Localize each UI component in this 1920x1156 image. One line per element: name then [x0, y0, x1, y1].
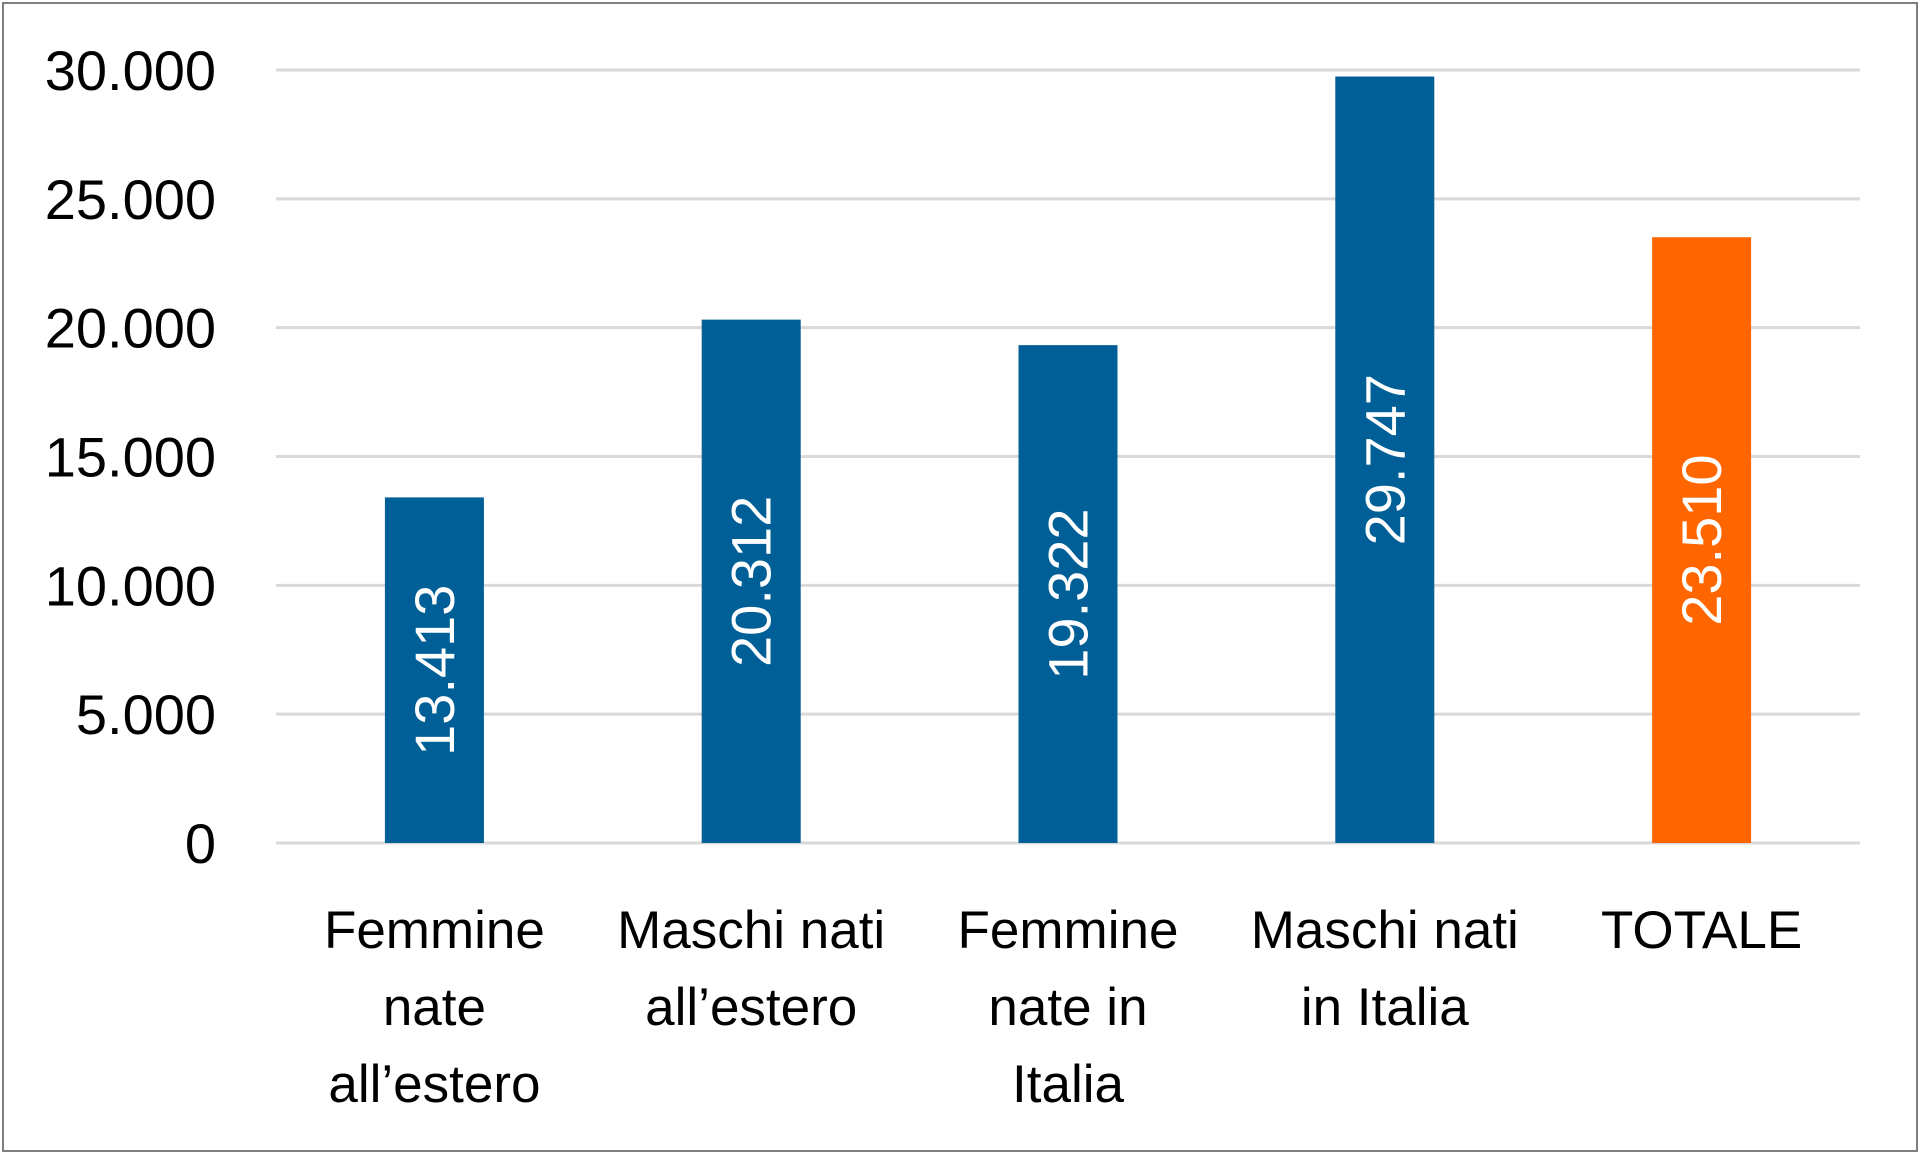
x-tick-label: Maschi nati all’estero	[617, 901, 885, 1037]
data-labels: 13.413 20.312 19.322 29.747 23.510	[403, 374, 1733, 756]
x-tick-label-line: Maschi nati	[617, 901, 885, 960]
y-tick-label: 30.000	[45, 39, 216, 102]
bar	[701, 319, 801, 844]
y-tick-label: 0	[185, 812, 216, 875]
x-axis-categories: Femmine nate all’estero Maschi nati all’este…	[324, 901, 1802, 1114]
x-tick-label-line: TOTALE	[1601, 901, 1802, 960]
x-tick-label-line: Maschi nati	[1251, 901, 1519, 960]
x-tick-label: Femmine nate in Italia	[958, 901, 1179, 1114]
y-tick-label: 5.000	[76, 683, 216, 746]
x-tick-label-line: in Italia	[1301, 978, 1469, 1037]
y-tick-label: 10.000	[45, 554, 216, 617]
bar	[1018, 345, 1118, 843]
x-tick-label-line: Femmine	[324, 901, 545, 960]
y-tick-label: 15.000	[45, 426, 216, 489]
bar	[1652, 237, 1752, 844]
y-tick-label: 20.000	[45, 297, 216, 360]
x-tick-label-line: nate	[383, 978, 486, 1037]
x-tick-label-line: all’estero	[328, 1055, 540, 1114]
y-tick-label: 25.000	[45, 168, 216, 231]
data-label: 29.747	[1353, 374, 1416, 545]
data-label: 19.322	[1037, 508, 1100, 679]
x-tick-label-line: Italia	[1012, 1055, 1124, 1114]
x-tick-label: Femmine nate all’estero	[324, 901, 545, 1114]
bar-chart: 0 5.000 10.000 15.000 20.000 25.000 30.000 13.…	[45, 39, 1860, 1114]
x-tick-label: Maschi nati in Italia	[1251, 901, 1519, 1037]
x-tick-label-line: all’estero	[645, 978, 857, 1037]
data-label: 23.510	[1670, 454, 1733, 625]
x-tick-label: TOTALE	[1601, 901, 1802, 960]
y-axis-ticks: 0 5.000 10.000 15.000 20.000 25.000 30.000	[45, 39, 216, 875]
x-tick-label-line: Femmine	[958, 901, 1179, 960]
data-label: 20.312	[720, 496, 783, 667]
x-tick-label-line: nate in	[988, 978, 1147, 1037]
data-label: 13.413	[403, 585, 466, 756]
bars	[384, 76, 1752, 844]
bar	[384, 497, 484, 843]
bar	[1335, 76, 1435, 843]
